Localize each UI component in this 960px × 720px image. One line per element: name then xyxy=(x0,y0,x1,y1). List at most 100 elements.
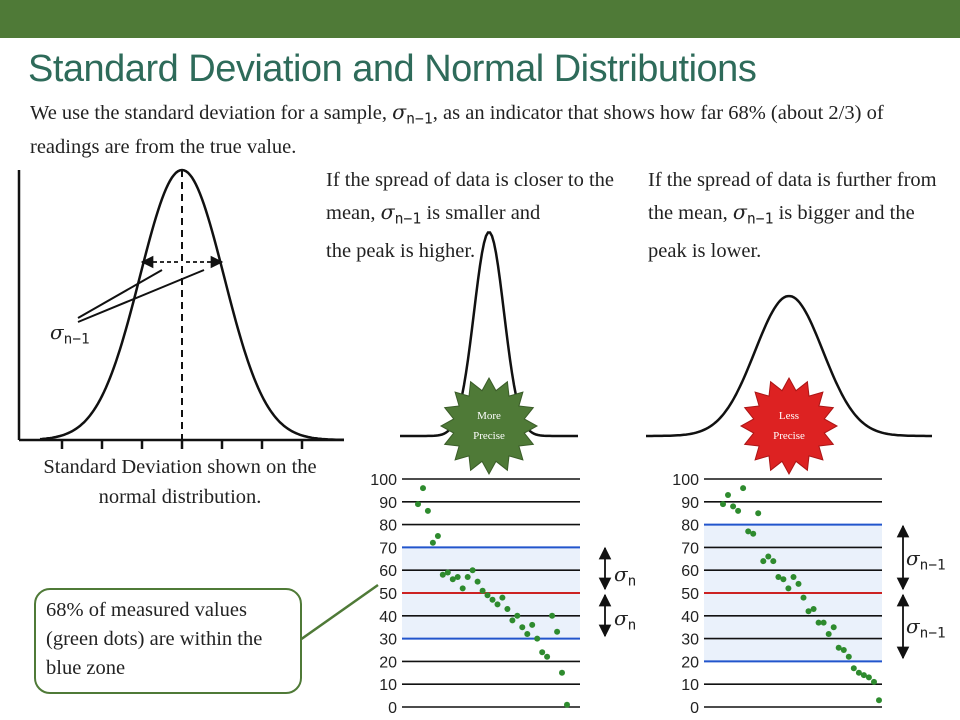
normal-distribution-diagram xyxy=(17,168,344,449)
badge-more-line2: Precise xyxy=(473,430,505,442)
data-point xyxy=(820,619,827,626)
pointer-line xyxy=(77,269,205,323)
data-point xyxy=(514,612,521,619)
tick-label: 40 xyxy=(379,609,397,626)
data-point xyxy=(750,530,757,537)
tick-label: 100 xyxy=(370,472,397,489)
less-precise-badge: Less Precise xyxy=(739,376,839,476)
data-point xyxy=(725,492,731,498)
sigma-n-minus-1-label-lower: σn−1 xyxy=(906,614,946,642)
less-precise-description: If the spread of data is further from th… xyxy=(648,169,937,263)
data-point xyxy=(845,653,852,660)
data-point xyxy=(494,601,501,608)
tick-label: 30 xyxy=(379,632,397,649)
data-point xyxy=(755,510,762,517)
data-point xyxy=(469,567,476,574)
data-point xyxy=(790,574,797,580)
data-point xyxy=(825,631,832,637)
data-point xyxy=(524,631,531,637)
tick-label: 10 xyxy=(379,677,397,694)
tick-label: 80 xyxy=(681,518,699,535)
data-point xyxy=(424,507,431,514)
data-point xyxy=(415,501,421,508)
intro-part1: We use the standard deviation for a samp… xyxy=(30,102,387,124)
badge-more-line1: More xyxy=(477,410,501,422)
data-point xyxy=(544,653,551,660)
tick-label: 30 xyxy=(681,632,699,649)
callout-pointer xyxy=(299,583,379,642)
data-point xyxy=(474,578,481,585)
data-point xyxy=(855,669,862,676)
data-point xyxy=(549,612,556,619)
data-point xyxy=(489,596,496,603)
data-point xyxy=(464,574,471,580)
tick-label: 20 xyxy=(379,654,397,671)
wide-normal-curve xyxy=(646,294,932,438)
data-point xyxy=(454,574,461,580)
blue-zone-callout: 68% of measured values (green dots) are … xyxy=(34,588,302,694)
data-point xyxy=(720,501,726,508)
more-precise-badge: More Precise xyxy=(439,376,539,476)
data-point xyxy=(444,569,451,576)
data-point xyxy=(564,701,570,708)
tick-label: 50 xyxy=(379,586,397,603)
narrow-normal-curve xyxy=(400,231,578,438)
data-point xyxy=(865,674,872,681)
tick-label: 20 xyxy=(681,654,699,671)
tick-label: 90 xyxy=(379,495,397,512)
tick-label: 60 xyxy=(379,563,397,580)
data-point xyxy=(840,647,847,653)
data-point xyxy=(800,594,807,601)
data-point xyxy=(785,585,792,592)
data-point xyxy=(876,697,882,704)
sigma-n-minus-1-symbol: σn−1 xyxy=(380,200,422,228)
data-point xyxy=(730,503,737,510)
data-point xyxy=(539,649,546,656)
tick-label: 100 xyxy=(672,472,699,489)
tick-label: 50 xyxy=(681,586,699,603)
data-point xyxy=(850,665,857,672)
data-point xyxy=(735,507,742,514)
data-point xyxy=(559,669,565,676)
data-point xyxy=(810,606,817,612)
tick-label: 70 xyxy=(379,540,397,557)
sigma-n-label-lower: σn xyxy=(614,606,637,634)
data-point xyxy=(504,606,511,612)
data-point xyxy=(795,580,802,587)
tick-label: 60 xyxy=(681,563,699,580)
data-point xyxy=(484,592,491,599)
data-point xyxy=(439,571,446,578)
more-precise-description: If the spread of data is closer to the m… xyxy=(326,169,615,263)
data-point xyxy=(519,624,526,631)
sigma-n-minus-1-label-upper: σn−1 xyxy=(906,546,946,574)
data-point xyxy=(770,558,777,565)
sigma-n-label-upper: σn xyxy=(614,562,637,590)
data-point xyxy=(740,485,747,492)
data-point xyxy=(780,576,787,583)
badge-less-line2: Precise xyxy=(773,430,805,442)
x-axis-ticks xyxy=(60,440,304,449)
data-point xyxy=(534,635,541,642)
data-point xyxy=(765,553,772,560)
sigma-n-minus-1-symbol: σn−1 xyxy=(732,200,774,228)
sigma-n-minus-1-symbol: σn−1 xyxy=(392,100,433,128)
data-point xyxy=(449,576,456,583)
tick-label: 80 xyxy=(379,518,397,535)
pointer-line xyxy=(77,269,163,319)
tick-label: 0 xyxy=(690,700,699,717)
data-point xyxy=(860,672,867,679)
data-point xyxy=(815,619,822,626)
tick-label: 0 xyxy=(388,700,397,717)
normal-distribution-caption: Standard Deviation shown on the normal d… xyxy=(43,456,317,508)
data-point xyxy=(745,528,752,535)
data-point xyxy=(509,617,516,624)
tick-label: 70 xyxy=(681,540,699,557)
top-bar xyxy=(0,0,960,38)
intro-part2: , as an indicator that shows how far 68%… xyxy=(30,102,884,159)
data-point xyxy=(529,621,536,628)
data-point xyxy=(459,585,466,592)
normal-curve xyxy=(39,168,344,442)
data-point xyxy=(420,485,426,492)
